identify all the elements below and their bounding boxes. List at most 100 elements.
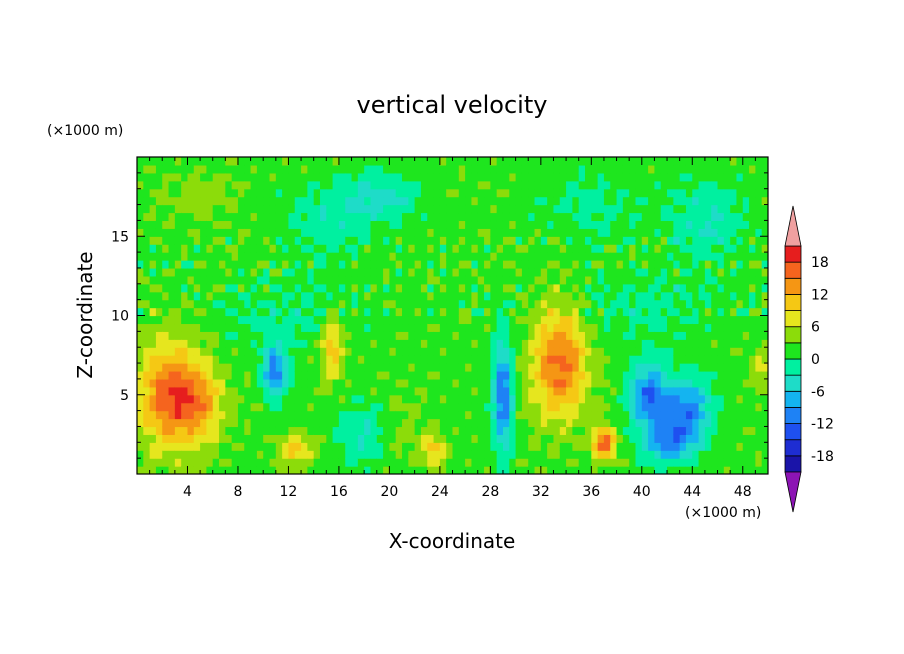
contour-cell bbox=[723, 307, 731, 317]
contour-cell bbox=[679, 458, 687, 467]
contour-cell bbox=[477, 426, 485, 435]
contour-cell bbox=[698, 220, 706, 229]
contour-cell bbox=[755, 164, 763, 174]
contour-cell bbox=[162, 180, 170, 190]
contour-cell bbox=[200, 418, 208, 428]
contour-cell bbox=[389, 363, 397, 372]
contour-cell bbox=[206, 283, 214, 293]
contour-cell bbox=[174, 291, 182, 301]
contour-cell bbox=[427, 188, 435, 198]
contour-cell bbox=[351, 252, 359, 261]
contour-cell bbox=[143, 450, 151, 459]
contour-cell bbox=[559, 402, 567, 412]
contour-cell bbox=[174, 164, 182, 174]
contour-cell bbox=[294, 378, 302, 388]
contour-cell bbox=[490, 323, 498, 332]
contour-cell bbox=[622, 204, 630, 214]
contour-cell bbox=[585, 228, 592, 237]
contour-cell bbox=[301, 252, 308, 261]
contour-cell bbox=[269, 339, 277, 348]
contour-cell bbox=[648, 315, 656, 325]
contour-cell bbox=[275, 331, 283, 340]
contour-cell bbox=[200, 164, 208, 174]
contour-cell bbox=[553, 244, 561, 253]
contour-cell bbox=[648, 450, 656, 459]
contour-cell bbox=[282, 418, 290, 428]
contour-cell bbox=[711, 196, 719, 206]
contour-cell bbox=[162, 299, 170, 309]
contour-cell bbox=[256, 418, 264, 428]
contour-cell bbox=[313, 458, 321, 467]
contour-cell bbox=[332, 331, 340, 340]
contour-cell bbox=[288, 378, 296, 388]
contour-cell bbox=[395, 220, 403, 229]
contour-cell bbox=[749, 204, 756, 214]
contour-cell bbox=[237, 228, 245, 237]
contour-cell bbox=[200, 410, 208, 420]
contour-cell bbox=[282, 426, 290, 435]
contour-cell bbox=[244, 236, 252, 245]
contour-cell bbox=[200, 323, 208, 332]
contour-cell bbox=[225, 386, 233, 396]
contour-cell bbox=[502, 164, 510, 174]
contour-cell bbox=[319, 260, 327, 269]
contour-cell bbox=[326, 394, 334, 404]
contour-cell bbox=[711, 236, 719, 245]
contour-cell bbox=[174, 339, 182, 348]
contour-cell bbox=[155, 331, 163, 340]
contour-cell bbox=[540, 244, 548, 253]
contour-cell bbox=[711, 442, 719, 451]
contour-cell bbox=[137, 426, 144, 435]
contour-cell bbox=[420, 204, 428, 214]
contour-cell bbox=[667, 204, 674, 214]
contour-cell bbox=[723, 291, 731, 301]
contour-cell bbox=[137, 331, 144, 340]
contour-cell bbox=[465, 157, 473, 166]
contour-cell bbox=[553, 370, 561, 380]
contour-cell bbox=[433, 244, 441, 253]
contour-cell bbox=[319, 378, 327, 388]
contour-cell bbox=[301, 347, 308, 356]
contour-cell bbox=[174, 275, 182, 285]
contour-cell bbox=[269, 378, 277, 388]
contour-cell bbox=[181, 212, 189, 222]
contour-cell bbox=[219, 164, 226, 174]
contour-cell bbox=[446, 355, 454, 364]
contour-cell bbox=[433, 402, 441, 412]
contour-cell bbox=[471, 450, 479, 459]
contour-cell bbox=[528, 402, 536, 412]
contour-cell bbox=[301, 363, 308, 372]
contour-cell bbox=[755, 466, 763, 474]
contour-cell bbox=[591, 212, 599, 222]
contour-cell bbox=[616, 188, 624, 198]
contour-cell bbox=[244, 283, 252, 293]
contour-cell bbox=[338, 252, 346, 261]
contour-cell bbox=[420, 450, 428, 459]
contour-cell bbox=[667, 157, 674, 166]
contour-cell bbox=[408, 323, 416, 332]
contour-cell bbox=[502, 157, 510, 166]
contour-cell bbox=[698, 442, 706, 451]
contour-cell bbox=[143, 236, 151, 245]
contour-cell bbox=[597, 410, 605, 420]
contour-cell bbox=[383, 315, 390, 325]
contour-cell bbox=[585, 378, 592, 388]
contour-cell bbox=[566, 164, 573, 174]
contour-cell bbox=[313, 228, 321, 237]
contour-cell bbox=[742, 410, 750, 420]
colorbar-swatch bbox=[784, 390, 802, 408]
contour-cell bbox=[616, 307, 624, 317]
contour-cell bbox=[408, 180, 416, 190]
contour-cell bbox=[566, 236, 573, 245]
contour-cell bbox=[477, 204, 485, 214]
contour-cell bbox=[408, 426, 416, 435]
contour-cell bbox=[294, 458, 302, 467]
contour-cell bbox=[294, 172, 302, 182]
contour-cell bbox=[162, 442, 170, 451]
contour-cell bbox=[717, 315, 725, 325]
x-tick-label: 8 bbox=[233, 484, 242, 500]
contour-cell bbox=[219, 394, 226, 404]
contour-cell bbox=[585, 307, 592, 317]
contour-cell bbox=[458, 331, 466, 340]
contour-cell bbox=[137, 157, 144, 166]
